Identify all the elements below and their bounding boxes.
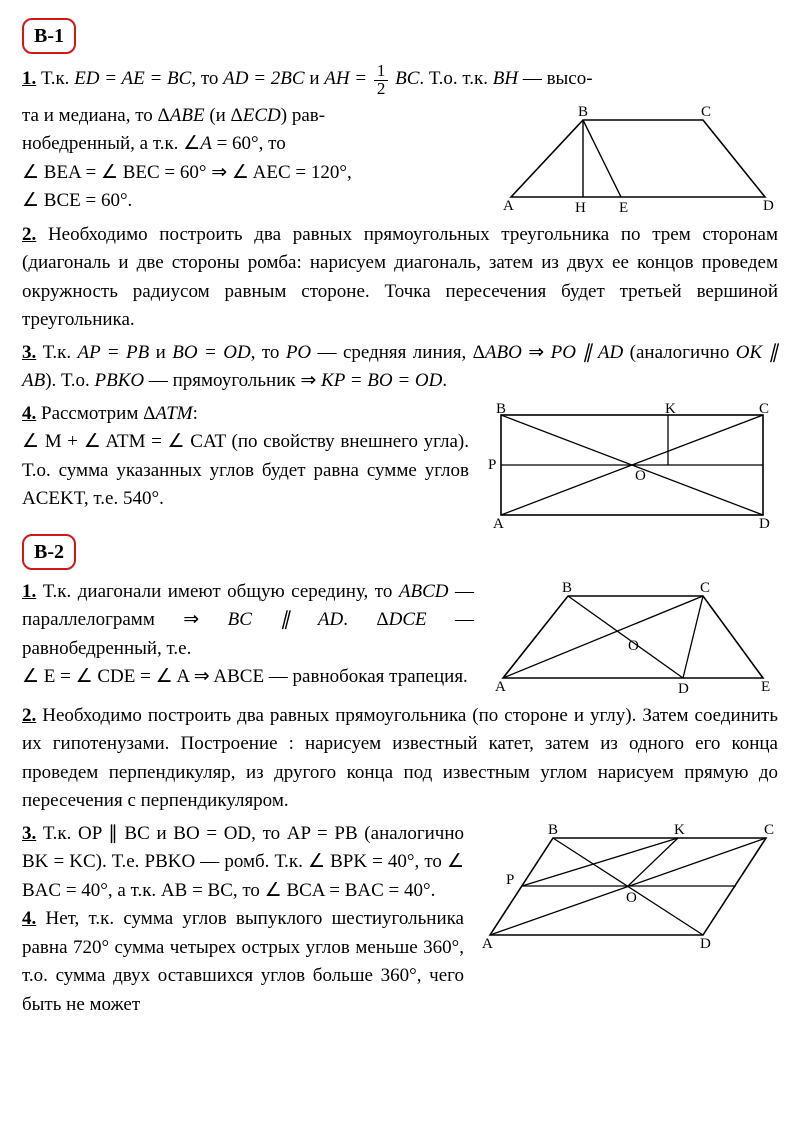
svg-text:K: K: [665, 401, 676, 417]
figure-trapezoid-abce: A B C D E O: [488, 578, 778, 698]
svg-text:H: H: [575, 200, 586, 216]
num-1b: 1.: [22, 581, 36, 602]
svg-text:P: P: [488, 457, 496, 473]
fraction-half: 12: [374, 62, 389, 98]
svg-text:E: E: [761, 679, 770, 695]
svg-text:C: C: [764, 822, 774, 838]
svg-text:E: E: [619, 200, 628, 216]
svg-text:D: D: [700, 936, 711, 950]
svg-text:O: O: [628, 638, 639, 654]
v1-problem1-row: та и медиана, то ΔABE (и ΔECD) рав- нобе…: [22, 102, 778, 217]
v2-problem1-row: 1. Т.к. диагонали имеют общую середину, …: [22, 578, 778, 698]
figure-parallelogram-rhombus: A B C D P K O: [478, 820, 778, 950]
svg-text:C: C: [701, 104, 711, 120]
svg-text:D: D: [759, 516, 770, 530]
variant-2-badge: В-2: [22, 534, 76, 570]
num-3b: 3.: [22, 823, 36, 844]
v1-problem1-line1: 1. Т.к. ED = AE = BC, то AD = 2BC и AH =…: [22, 62, 778, 98]
svg-text:P: P: [506, 872, 514, 888]
svg-text:B: B: [496, 401, 506, 417]
svg-text:D: D: [763, 198, 774, 214]
v1-problem4-text: 4. Рассмотрим ΔATM: ∠ M + ∠ ATM = ∠ CAT …: [22, 400, 469, 514]
num-3: 3.: [22, 342, 36, 363]
v1-problem2: 2. Необходимо построить два равных прямо…: [22, 221, 778, 335]
num-4: 4.: [22, 403, 36, 424]
svg-text:B: B: [578, 104, 588, 120]
variant-1-badge: В-1: [22, 18, 76, 54]
figure-trapezoid-abcd: A B C D H E: [493, 102, 778, 217]
num-4b: 4.: [22, 908, 36, 929]
num-1: 1.: [22, 68, 36, 89]
num-2: 2.: [22, 224, 36, 245]
svg-text:A: A: [493, 516, 504, 530]
svg-text:C: C: [759, 401, 769, 417]
v1-problem3: 3. Т.к. AP = PB и BO = OD, то PO — средн…: [22, 339, 778, 396]
v1-problem4-row: 4. Рассмотрим ΔATM: ∠ M + ∠ ATM = ∠ CAT …: [22, 400, 778, 530]
v2-problem1-text: 1. Т.к. диагонали имеют общую середину, …: [22, 578, 474, 692]
svg-text:B: B: [548, 822, 558, 838]
svg-text:K: K: [674, 822, 685, 838]
svg-text:D: D: [678, 681, 689, 697]
svg-text:B: B: [562, 580, 572, 596]
svg-text:A: A: [503, 198, 514, 214]
svg-text:C: C: [700, 580, 710, 596]
v2-problem3-text: 3. Т.к. OP ∥ BC и BO = OD, то AP = PB (а…: [22, 820, 464, 1020]
svg-text:O: O: [626, 890, 637, 906]
figure-rectangle-diagonals: B C A D P K O: [483, 400, 778, 530]
v2-problem2: 2. Необходимо построить два равных прямо…: [22, 702, 778, 816]
v1-problem1-text: та и медиана, то ΔABE (и ΔECD) рав- нобе…: [22, 102, 479, 216]
v2-problem3-row: 3. Т.к. OP ∥ BC и BO = OD, то AP = PB (а…: [22, 820, 778, 1020]
num-2b: 2.: [22, 705, 36, 726]
svg-text:A: A: [495, 679, 506, 695]
svg-text:O: O: [635, 468, 646, 484]
svg-text:A: A: [482, 936, 493, 950]
